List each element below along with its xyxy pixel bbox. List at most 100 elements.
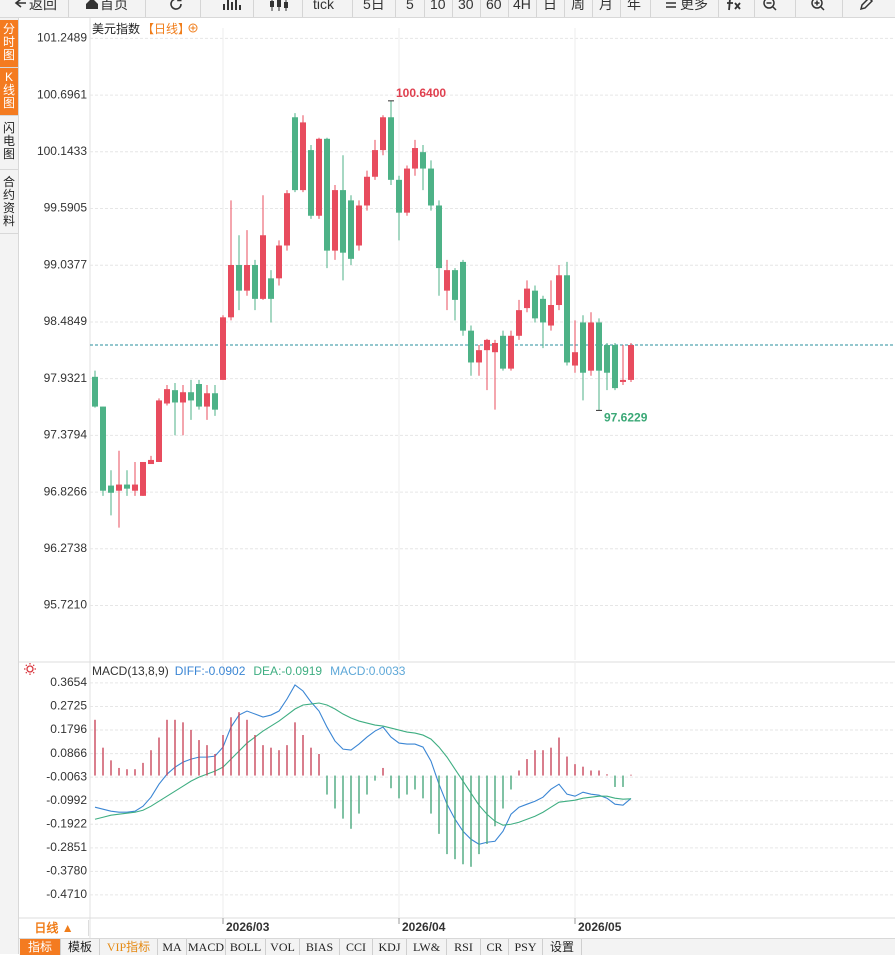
period-5m[interactable]: 5 (406, 0, 414, 12)
candle-body (308, 150, 314, 216)
candle-body (188, 392, 194, 401)
period-10m[interactable]: 10 (430, 0, 446, 12)
candle-body (124, 484, 130, 489)
zoom-in-button[interactable] (810, 0, 826, 12)
candle-button[interactable] (268, 0, 290, 12)
refresh-button[interactable] (168, 0, 184, 12)
candle-body (212, 393, 218, 410)
settings-icon-rays (24, 663, 36, 675)
separator (424, 0, 425, 17)
candle-body (92, 376, 98, 407)
y-tick-label: 0.2725 (50, 699, 87, 713)
candle-body (540, 298, 546, 323)
y-tick-label: -0.4710 (46, 887, 87, 901)
period-day[interactable]: 日 (543, 0, 557, 12)
candle-body (364, 176, 370, 206)
home-button[interactable]: 首页 (100, 0, 128, 12)
candle-body (596, 322, 602, 371)
add-icon-plus (190, 25, 196, 31)
candle-body (612, 345, 618, 389)
x-tick-label: 2026/03 (226, 920, 270, 934)
candle-body (572, 352, 578, 366)
y-tick-label: -0.2851 (46, 840, 87, 854)
tab-rsi[interactable]: RSI (447, 939, 481, 955)
candle-body (548, 305, 554, 326)
separator (620, 0, 621, 17)
candle-body (348, 200, 354, 259)
zoom-out-button[interactable] (762, 0, 778, 12)
draw-button[interactable] (858, 0, 874, 12)
tab-lw[interactable]: LW& (407, 939, 447, 955)
period-30m[interactable]: 30 (458, 0, 474, 12)
candle-body (516, 310, 522, 336)
x-tick-label: 2026/05 (578, 920, 622, 934)
tab-template[interactable]: 模板 (61, 939, 100, 955)
separator (145, 0, 146, 17)
sidebar: 分时图 K线图 闪电图 合约资料 (0, 18, 19, 954)
candle-body (332, 190, 338, 251)
back-button[interactable]: 返回 (29, 0, 57, 12)
tab-indicator[interactable]: 指标 (20, 939, 61, 955)
y-tick-label: 100.6961 (37, 87, 87, 101)
candle-body (236, 265, 242, 291)
bar-chart-button[interactable] (222, 0, 242, 12)
period-week[interactable]: 周 (571, 0, 585, 12)
candle-body (428, 168, 434, 206)
period-tick[interactable]: tick (313, 0, 334, 12)
back-icon (14, 0, 26, 8)
tab-contract[interactable]: 合约资料 (0, 172, 18, 234)
period-5d[interactable]: 5日 (363, 0, 385, 12)
y-tick-label: 100.1433 (37, 144, 87, 158)
candle-body (324, 138, 330, 251)
candle-body (604, 345, 610, 373)
separator (68, 0, 69, 17)
tab-vip[interactable]: VIP指标 (100, 939, 158, 955)
settings-icon[interactable] (24, 663, 36, 675)
tab-kdj[interactable]: KDJ (373, 939, 407, 955)
period-4h[interactable]: 4H (513, 0, 531, 12)
tab-timeshare[interactable]: 分时图 (0, 20, 18, 68)
indicator-tabs: 指标 模板 VIP指标 MA MACD BOLL VOL BIAS CCI KD… (19, 938, 895, 955)
y-tick-label: 97.9321 (44, 371, 88, 385)
separator (754, 0, 755, 17)
tab-cci[interactable]: CCI (340, 939, 373, 955)
separator (302, 0, 303, 17)
separator (352, 0, 353, 17)
candle-body (468, 330, 474, 363)
candle-body (196, 384, 202, 407)
add-icon[interactable] (188, 23, 198, 33)
period-button[interactable]: 日线 ▲ (20, 920, 89, 936)
candle-body (492, 342, 498, 353)
candle-body (460, 261, 466, 331)
formula-button[interactable] (725, 0, 745, 12)
chart-period[interactable]: 【日线】 (142, 22, 191, 36)
tab-bias[interactable]: BIAS (300, 939, 340, 955)
tab-settings[interactable]: 设置 (543, 939, 582, 955)
candle-body (580, 322, 586, 373)
candle-body (116, 484, 122, 491)
tab-flash[interactable]: 闪电图 (0, 118, 18, 170)
candle-body (588, 322, 594, 371)
separator (253, 0, 254, 17)
separator (718, 0, 719, 17)
tab-kline[interactable]: K线图 (0, 68, 18, 116)
candle-body (484, 339, 490, 351)
candle-body (316, 138, 322, 216)
more-icon (666, 2, 676, 8)
separator (536, 0, 537, 17)
tab-vol[interactable]: VOL (266, 939, 300, 955)
y-tick-label: 0.0866 (50, 746, 87, 760)
candle-body (292, 117, 298, 191)
tab-boll[interactable]: BOLL (226, 939, 266, 955)
tab-ma[interactable]: MA (158, 939, 187, 955)
legend-entry: DIFF:-0.0902 (175, 664, 246, 678)
candle-body (412, 148, 418, 169)
period-60m[interactable]: 60 (486, 0, 502, 12)
tab-cr[interactable]: CR (481, 939, 509, 955)
period-month[interactable]: 月 (599, 0, 613, 12)
period-year[interactable]: 年 (627, 0, 641, 12)
tab-macd[interactable]: MACD (187, 939, 226, 955)
tab-psy[interactable]: PSY (509, 939, 543, 955)
more-button[interactable]: 更多 (680, 0, 708, 12)
